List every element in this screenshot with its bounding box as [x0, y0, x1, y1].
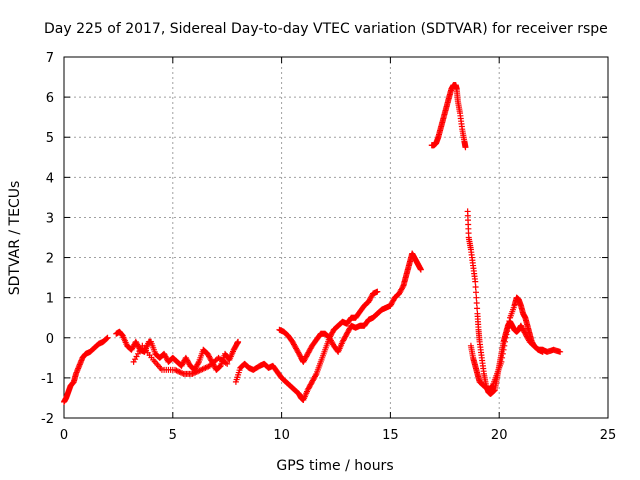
data-point: [501, 342, 508, 349]
data-point: [504, 328, 511, 335]
y-tick-label: 6: [46, 91, 54, 106]
y-tick-label: 0: [46, 332, 54, 347]
series-seg-b2: [130, 342, 231, 377]
x-tick-label: 5: [169, 428, 177, 443]
chart-title: Day 225 of 2017, Sidereal Day-to-day VTE…: [44, 21, 608, 37]
x-tick-label: 15: [382, 428, 399, 443]
y-tick-label: 5: [46, 131, 54, 146]
data-point: [103, 335, 110, 342]
data-point: [473, 294, 480, 301]
data-point: [312, 372, 319, 379]
y-tick-label: 3: [46, 211, 54, 226]
y-tick-label: 7: [46, 51, 54, 66]
data-point: [499, 350, 506, 357]
data-point: [539, 348, 546, 355]
y-axis-label: SDTVAR / TECUs: [7, 181, 23, 296]
data-point: [374, 288, 381, 295]
y-tick-label: -1: [41, 372, 54, 387]
data-point: [417, 266, 424, 273]
axis-ticks: 0 5 10 15 20 25 -2 -1 0 1 2 3 4 5 6 7: [41, 51, 616, 443]
data-point: [474, 305, 481, 312]
data-point: [506, 318, 513, 325]
series-seg-e: [428, 82, 469, 151]
data-point: [503, 331, 510, 338]
grid: [64, 57, 608, 418]
y-tick-label: 2: [46, 252, 54, 267]
data-points: [61, 82, 564, 405]
data-point: [472, 283, 479, 290]
data-point: [462, 144, 469, 151]
series-seg-d: [276, 250, 424, 365]
data-point: [399, 283, 406, 290]
data-point: [557, 348, 564, 355]
data-point: [472, 278, 479, 285]
data-point: [473, 300, 480, 307]
y-tick-label: 4: [46, 171, 54, 186]
data-point: [504, 324, 511, 331]
plot-frame: [63, 56, 609, 419]
data-point: [505, 321, 512, 328]
x-axis-label: GPS time / hours: [276, 458, 393, 474]
series-seg-a: [61, 334, 111, 405]
data-point: [500, 346, 507, 353]
series-seg-c: [232, 288, 381, 403]
data-point: [235, 338, 242, 345]
series-seg-g: [467, 294, 546, 393]
x-tick-label: 25: [600, 428, 617, 443]
x-tick-label: 0: [60, 428, 68, 443]
series-seg-b: [113, 328, 242, 373]
data-point: [224, 360, 231, 367]
data-point: [498, 358, 505, 365]
x-tick-label: 20: [491, 428, 508, 443]
data-point: [502, 338, 509, 345]
data-point: [472, 289, 479, 296]
data-point: [104, 334, 111, 341]
x-tick-label: 10: [273, 428, 290, 443]
y-tick-label: -2: [41, 412, 54, 427]
data-point: [499, 354, 506, 361]
y-tick-label: 1: [46, 292, 54, 307]
data-point: [195, 360, 202, 367]
data-point: [502, 334, 509, 341]
